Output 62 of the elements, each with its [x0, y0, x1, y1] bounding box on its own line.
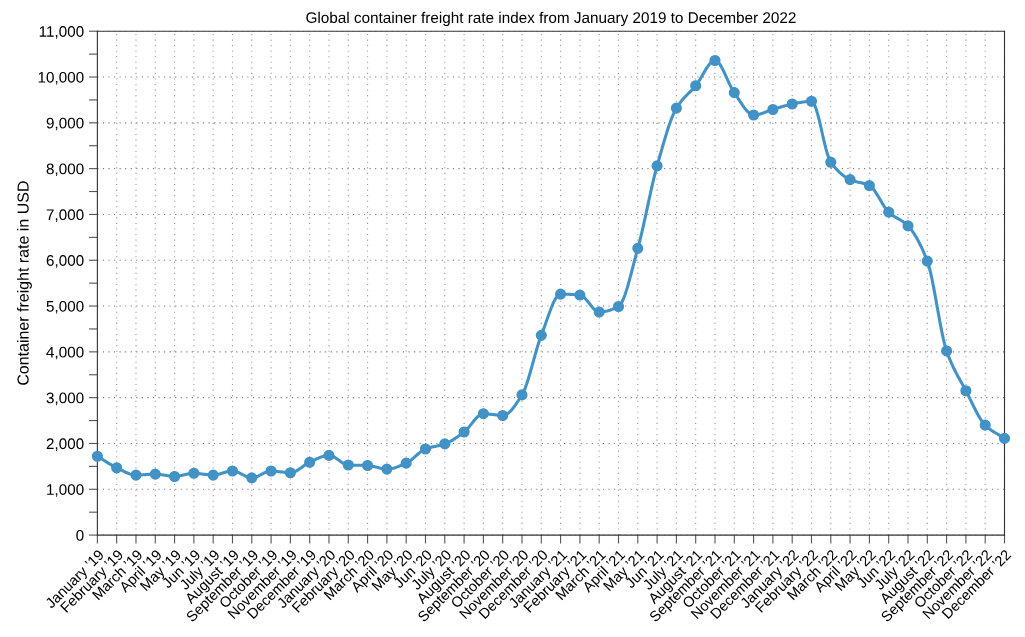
point [169, 470, 181, 483]
point [593, 306, 605, 318]
point [265, 465, 277, 477]
point [941, 345, 953, 357]
point [998, 432, 1011, 444]
point [246, 472, 258, 484]
y-tick-label: 3,000 [46, 392, 84, 406]
point [130, 469, 142, 481]
point [226, 465, 239, 477]
point [381, 463, 393, 475]
point [111, 462, 123, 474]
point [419, 443, 432, 455]
y-tick-label: 11,000 [39, 26, 84, 39]
point [400, 457, 412, 469]
point [535, 329, 547, 341]
point [979, 419, 991, 431]
point [612, 300, 625, 313]
point [304, 456, 316, 468]
point [728, 87, 740, 99]
point [91, 450, 103, 462]
point [844, 174, 856, 186]
y-tick-label: 1,000 [47, 484, 84, 497]
point [805, 95, 818, 107]
point [632, 242, 644, 254]
point [323, 449, 335, 461]
point [825, 156, 837, 168]
y-tick-label: 0 [76, 529, 84, 541]
point [555, 288, 567, 300]
point [863, 180, 875, 192]
y-tick-label: 2,000 [46, 438, 84, 451]
y-tick-label: 4,000 [46, 346, 84, 360]
point [284, 467, 296, 479]
point [767, 103, 779, 116]
point [439, 438, 451, 450]
point [574, 289, 586, 301]
point [902, 220, 914, 232]
point [342, 459, 354, 471]
point [670, 102, 682, 114]
y-tick-label: 5,000 [46, 300, 84, 314]
point [786, 98, 798, 110]
point [651, 160, 663, 172]
point [207, 469, 219, 481]
point [883, 206, 895, 218]
point [477, 408, 489, 420]
point [690, 80, 702, 92]
y-axis-title: Container freight rate in USD [17, 181, 32, 385]
point [516, 389, 528, 401]
point [188, 467, 200, 479]
y-tick-label: 8,000 [46, 163, 84, 177]
point [458, 426, 470, 438]
point [748, 109, 760, 121]
y-tick-label: 9,000 [46, 117, 84, 131]
point [362, 459, 374, 472]
y-tick-label: 10,000 [38, 71, 84, 85]
y-tick-label: 7,000 [46, 209, 84, 222]
y-tick-label: 6,000 [46, 255, 84, 268]
point [497, 409, 509, 422]
chart-title: Global container freight rate index from January 2019 to December 2022 [306, 11, 796, 27]
point [709, 54, 721, 67]
point [149, 468, 161, 480]
point [921, 255, 933, 267]
point [960, 385, 972, 397]
